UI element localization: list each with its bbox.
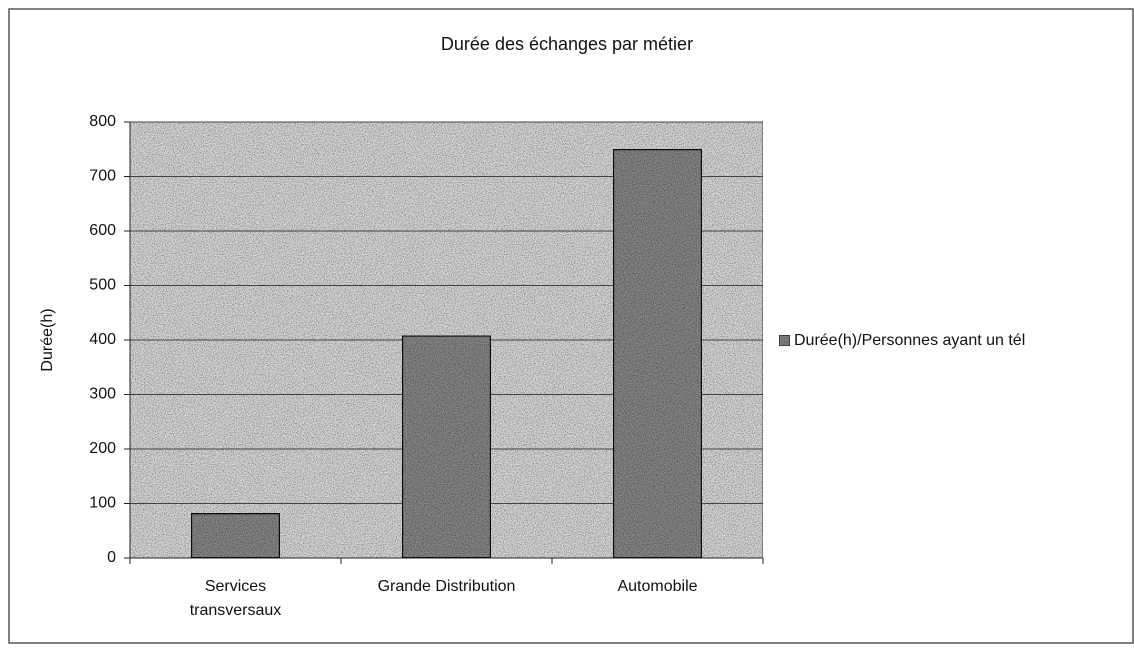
y-axis-label: Durée(h) xyxy=(39,308,56,371)
frame xyxy=(8,8,1134,644)
legend-swatch xyxy=(778,334,791,347)
bar xyxy=(401,334,492,560)
y-tick-label: 500 xyxy=(89,277,116,294)
y-tick-label: 400 xyxy=(89,331,116,348)
legend-label: Durée(h)/Personnes ayant un tél xyxy=(794,332,1025,349)
chart-title: Durée des échanges par métier xyxy=(441,34,693,54)
bar xyxy=(190,512,281,559)
y-tick-label: 200 xyxy=(89,440,116,457)
legend xyxy=(774,325,1130,357)
y-tick-label: 700 xyxy=(89,168,116,185)
y-tick-label: 0 xyxy=(107,549,116,566)
x-tick-label: Services transversaux xyxy=(189,578,282,619)
bar xyxy=(612,148,703,559)
x-tick-label: Grande Distribution xyxy=(377,578,516,595)
y-tick-label: 600 xyxy=(89,222,116,239)
y-tick-label: 100 xyxy=(89,495,116,512)
y-tick-label: 300 xyxy=(89,386,116,403)
y-tick-label: 800 xyxy=(89,113,116,130)
x-tick-label: Automobile xyxy=(617,578,698,595)
